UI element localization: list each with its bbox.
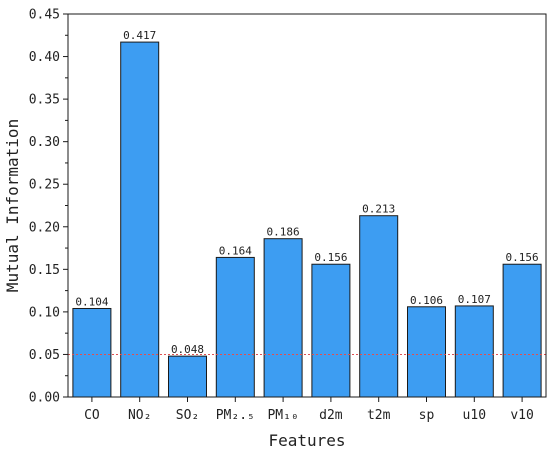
x-tick-label-2: SO₂ xyxy=(176,408,199,423)
y-tick-label-0: 0.00 xyxy=(29,391,60,406)
x-tick-label-1: NO₂ xyxy=(128,408,151,423)
y-tick-label-6: 0.30 xyxy=(29,135,60,150)
y-tick-label-9: 0.45 xyxy=(29,8,60,23)
data-labels-layer: 0.104 0.417 0.048 0.164 0.186 0.156 0.213 0.106… xyxy=(75,29,538,356)
x-tick-label-5: d2m xyxy=(319,408,343,423)
bar-5 xyxy=(311,263,351,398)
y-tick-label-2: 0.10 xyxy=(29,305,60,320)
y-axis-title: Mutual Information xyxy=(3,119,22,292)
bar-4 xyxy=(263,238,303,398)
bar-1 xyxy=(120,41,160,398)
data-label-7: 0.106 xyxy=(410,294,443,307)
data-label-5: 0.156 xyxy=(314,251,347,264)
bar-0 xyxy=(72,307,112,398)
y-tick-label-1: 0.05 xyxy=(29,348,60,363)
x-tick-label-9: v10 xyxy=(510,408,533,423)
x-tick-label-7: sp xyxy=(419,408,435,423)
x-axis-title: Features xyxy=(268,431,345,450)
axes-layer: 0.00 0.05 0.10 0.15 0.20 0.25 0.30 0.35 0.40 0.45… xyxy=(29,8,547,423)
data-label-4: 0.186 xyxy=(267,226,300,239)
bars-layer xyxy=(72,41,542,398)
x-tick-label-8: u10 xyxy=(463,408,486,423)
data-label-6: 0.213 xyxy=(362,203,395,216)
y-tick-label-4: 0.20 xyxy=(29,220,60,235)
bar-6 xyxy=(359,215,399,398)
data-label-2: 0.048 xyxy=(171,343,204,356)
bar-2 xyxy=(168,355,207,398)
x-tick-label-0: CO xyxy=(84,408,100,423)
data-label-9: 0.156 xyxy=(506,251,539,264)
bar-7 xyxy=(407,306,446,398)
y-tick-label-5: 0.25 xyxy=(29,178,60,193)
data-label-1: 0.417 xyxy=(123,29,156,42)
bar-9 xyxy=(502,263,542,398)
bar-3 xyxy=(215,256,255,398)
data-label-0: 0.104 xyxy=(75,295,108,308)
y-tick-label-7: 0.35 xyxy=(29,93,60,108)
data-label-3: 0.164 xyxy=(219,244,252,257)
bar-8 xyxy=(454,305,494,398)
x-tick-label-6: t2m xyxy=(367,408,391,423)
y-tick-label-8: 0.40 xyxy=(29,50,60,65)
y-tick-label-3: 0.15 xyxy=(29,263,60,278)
x-tick-label-3: PM₂.₅ xyxy=(216,408,255,423)
data-label-8: 0.107 xyxy=(458,293,491,306)
x-tick-label-4: PM₁₀ xyxy=(267,408,298,423)
